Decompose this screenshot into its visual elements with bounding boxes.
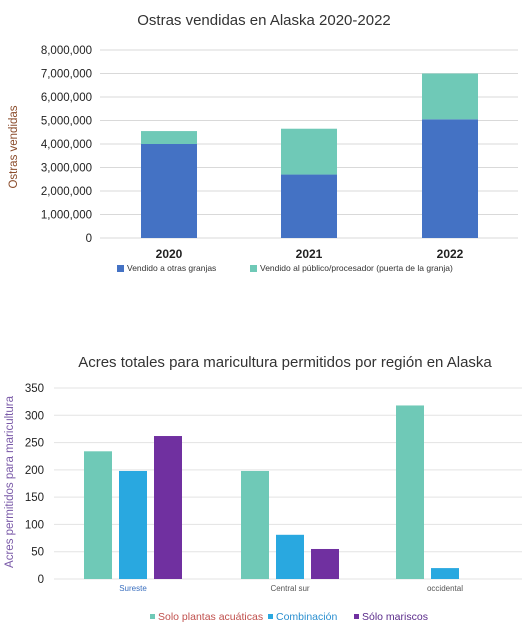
chart1-y-tick-label: 1,000,000 xyxy=(41,210,92,222)
chart1-legend-swatch xyxy=(250,265,257,272)
chart2-x-tick-label: Central sur xyxy=(270,584,309,593)
chart1-legend-label: Vendido al público/procesador (puerta de… xyxy=(260,263,453,273)
chart2-y-tick-label: 150 xyxy=(25,492,44,504)
chart1-bar-segment xyxy=(422,73,478,120)
chart1-legend: Vendido a otras granjas Vendido al públic… xyxy=(117,263,453,273)
mariculture-acres-chart: Acres totales para maricultura permitido… xyxy=(4,354,522,623)
chart1-title: Ostras vendidas en Alaska 2020-2022 xyxy=(137,12,391,29)
chart1-bar-segment xyxy=(141,131,197,144)
chart2-y-tick-label: 300 xyxy=(25,410,44,422)
chart1-y-tick-label: 7,000,000 xyxy=(41,69,92,81)
chart1-bar-segment xyxy=(422,119,478,238)
chart2-y-axis-label: Acres permitidos para maricultura xyxy=(4,395,16,568)
chart2-bars xyxy=(84,405,459,579)
chart2-bar xyxy=(154,436,182,579)
chart1-x-tick-label: 2022 xyxy=(437,247,464,261)
chart1-y-tick-label: 0 xyxy=(86,233,92,245)
chart1-y-tick-label: 6,000,000 xyxy=(41,92,92,104)
chart1-y-ticks: 0 1,000,000 2,000,000 3,000,000 4,000,000 5,0… xyxy=(41,45,92,245)
chart1-x-tick-label: 2021 xyxy=(296,247,323,261)
chart2-legend-label: Sólo mariscos xyxy=(362,611,428,623)
chart1-bar-segment xyxy=(281,128,337,175)
chart2-bar xyxy=(241,470,269,579)
chart2-y-tick-label: 350 xyxy=(25,383,44,395)
chart2-x-tick-label: occidental xyxy=(427,584,463,593)
chart1-legend-label: Vendido a otras granjas xyxy=(127,263,216,273)
chart1-x-ticks: 2020 2021 2022 xyxy=(156,247,464,261)
chart1-y-tick-label: 8,000,000 xyxy=(41,45,92,57)
chart1-y-axis-label: Ostras vendidas xyxy=(8,105,20,188)
chart2-y-tick-label: 100 xyxy=(25,519,44,531)
chart1-bar-segment xyxy=(141,144,197,238)
chart2-bar xyxy=(311,548,339,579)
chart1-bar-segment xyxy=(281,174,337,238)
chart2-y-tick-label: 50 xyxy=(31,547,44,559)
chart2-x-tick-label: Sureste xyxy=(119,584,147,593)
chart2-legend-swatch xyxy=(268,614,273,619)
chart2-bar xyxy=(431,568,459,579)
chart2-y-tick-label: 0 xyxy=(38,574,44,586)
chart2-y-tick-label: 200 xyxy=(25,465,44,477)
chart2-x-ticks: Sureste Central sur occidental xyxy=(119,584,463,593)
chart2-legend-swatch xyxy=(150,614,155,619)
chart2-legend: Solo plantas acuáticas Combinación Sólo ma… xyxy=(150,611,428,623)
chart2-legend-swatch xyxy=(354,614,359,619)
oysters-sold-chart: Ostras vendidas en Alaska 2020-2022 Ostr… xyxy=(8,12,518,273)
chart2-bar xyxy=(119,470,147,579)
chart1-bars xyxy=(141,73,478,238)
chart2-legend-label: Solo plantas acuáticas xyxy=(158,611,263,623)
chart1-y-tick-label: 2,000,000 xyxy=(41,186,92,198)
chart2-title: Acres totales para maricultura permitido… xyxy=(78,354,492,371)
chart2-y-tick-label: 250 xyxy=(25,438,44,450)
chart2-bar xyxy=(396,405,424,579)
chart2-bar xyxy=(84,451,112,579)
chart2-y-ticks: 0 50 100 150 200 250 300 350 xyxy=(25,383,44,586)
chart2-bar xyxy=(276,534,304,579)
chart1-legend-swatch xyxy=(117,265,124,272)
chart1-y-tick-label: 4,000,000 xyxy=(41,139,92,151)
chart1-y-tick-label: 5,000,000 xyxy=(41,116,92,128)
chart1-x-tick-label: 2020 xyxy=(156,247,183,261)
chart1-y-tick-label: 3,000,000 xyxy=(41,163,92,175)
chart2-legend-label: Combinación xyxy=(276,611,337,623)
